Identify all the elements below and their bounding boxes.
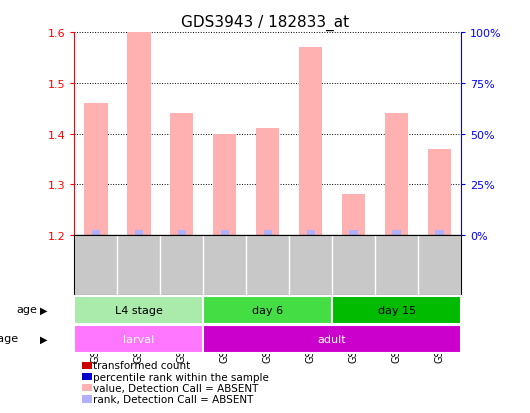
- Bar: [385, 114, 409, 235]
- Text: percentile rank within the sample: percentile rank within the sample: [93, 372, 269, 382]
- Text: value, Detection Call = ABSENT: value, Detection Call = ABSENT: [93, 383, 258, 393]
- Bar: [203, 325, 461, 353]
- Bar: [332, 296, 461, 324]
- Bar: [306, 231, 315, 235]
- Bar: [74, 325, 203, 353]
- Text: development stage: development stage: [0, 334, 19, 344]
- Bar: [342, 195, 366, 235]
- Text: day 15: day 15: [377, 305, 416, 315]
- Bar: [84, 104, 108, 235]
- Text: transformed count: transformed count: [93, 361, 190, 370]
- Text: adult: adult: [318, 334, 347, 344]
- Text: ▶: ▶: [40, 334, 47, 344]
- Bar: [299, 48, 322, 235]
- Text: rank, Detection Call = ABSENT: rank, Detection Call = ABSENT: [93, 394, 253, 404]
- Bar: [393, 231, 401, 235]
- Text: GDS3943 / 182833_at: GDS3943 / 182833_at: [181, 14, 349, 31]
- Text: ▶: ▶: [40, 305, 47, 315]
- Bar: [213, 134, 236, 235]
- Bar: [74, 296, 203, 324]
- Bar: [220, 231, 229, 235]
- Bar: [135, 231, 143, 235]
- Bar: [349, 231, 358, 235]
- Bar: [436, 231, 444, 235]
- Bar: [428, 150, 452, 235]
- Text: age: age: [16, 305, 37, 315]
- Bar: [203, 296, 332, 324]
- Text: larval: larval: [123, 334, 154, 344]
- Bar: [178, 231, 186, 235]
- Bar: [263, 231, 272, 235]
- Bar: [92, 231, 100, 235]
- Bar: [127, 33, 151, 235]
- Text: L4 stage: L4 stage: [115, 305, 163, 315]
- Text: day 6: day 6: [252, 305, 283, 315]
- Bar: [170, 114, 193, 235]
- Bar: [256, 129, 279, 235]
